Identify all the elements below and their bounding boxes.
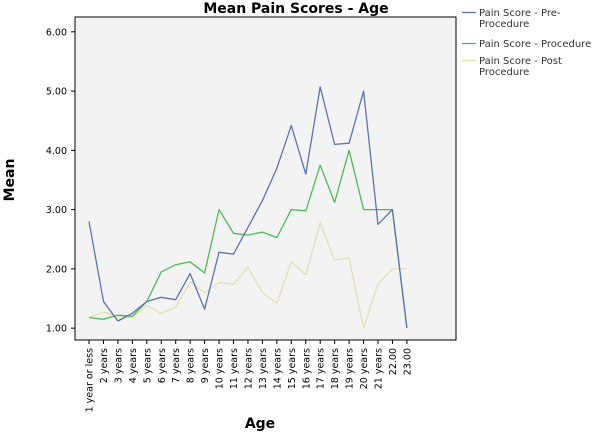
x-tick-label: 19 years <box>345 348 356 389</box>
y-axis-title: Mean <box>2 159 18 202</box>
x-tick-label: 9 years <box>200 348 211 383</box>
x-tick-label: 5 years <box>142 348 153 383</box>
x-tick-label: 16 years <box>301 348 312 389</box>
x-tick-label: 17 years <box>316 348 327 389</box>
y-tick-label: 2.00 <box>46 264 67 275</box>
x-axis: 1 year or less 2 years 3 years 4 years 5 yea… <box>85 340 413 412</box>
x-tick-label: 15 years <box>287 348 298 389</box>
series-lines <box>88 86 408 329</box>
x-tick-label: 21 years <box>374 348 385 389</box>
plot-area <box>74 16 457 341</box>
y-tick-label: 6.00 <box>46 27 67 38</box>
y-axis: 1.00 2.00 3.00 4.00 5.00 6.00 <box>46 27 75 335</box>
x-tick-label: 8 years <box>186 348 197 383</box>
series-line <box>88 222 407 329</box>
x-tick-label: 20 years <box>359 348 370 389</box>
y-tick-label: 1.00 <box>46 324 67 335</box>
x-tick-label: 7 years <box>171 348 182 383</box>
x-tick-label: 22.00 <box>388 348 399 375</box>
x-tick-label: 14 years <box>272 348 283 389</box>
x-tick-label: 13 years <box>258 348 269 389</box>
series-line <box>88 149 408 329</box>
x-tick-label: 1 year or less <box>85 348 96 412</box>
series-line <box>88 86 408 329</box>
chart-title: Mean Pain Scores - Age <box>203 1 388 17</box>
legend-label: Pain Score - Procedure <box>479 39 591 50</box>
x-tick-label: 12 years <box>243 348 254 389</box>
x-tick-label: 2 years <box>99 348 110 383</box>
y-tick-label: 4.00 <box>46 146 67 157</box>
x-tick-label: 6 years <box>157 348 168 383</box>
x-tick-label: 10 years <box>215 348 226 389</box>
y-tick-label: 5.00 <box>46 87 67 98</box>
legend-label: Pain Score - Pre-Procedure <box>479 8 561 30</box>
x-tick-label: 11 years <box>229 348 240 389</box>
legend-label: Pain Score - Post Procedure <box>479 56 562 78</box>
legend: Pain Score - Pre-Procedure Pain Score - P… <box>462 8 591 78</box>
x-tick-label: 4 years <box>128 348 139 383</box>
x-tick-label: 3 years <box>113 348 124 383</box>
x-tick-label: 23.00 <box>402 348 413 375</box>
x-axis-title: Age <box>245 416 275 432</box>
x-tick-label: 18 years <box>330 348 341 389</box>
y-tick-label: 3.00 <box>46 205 67 216</box>
